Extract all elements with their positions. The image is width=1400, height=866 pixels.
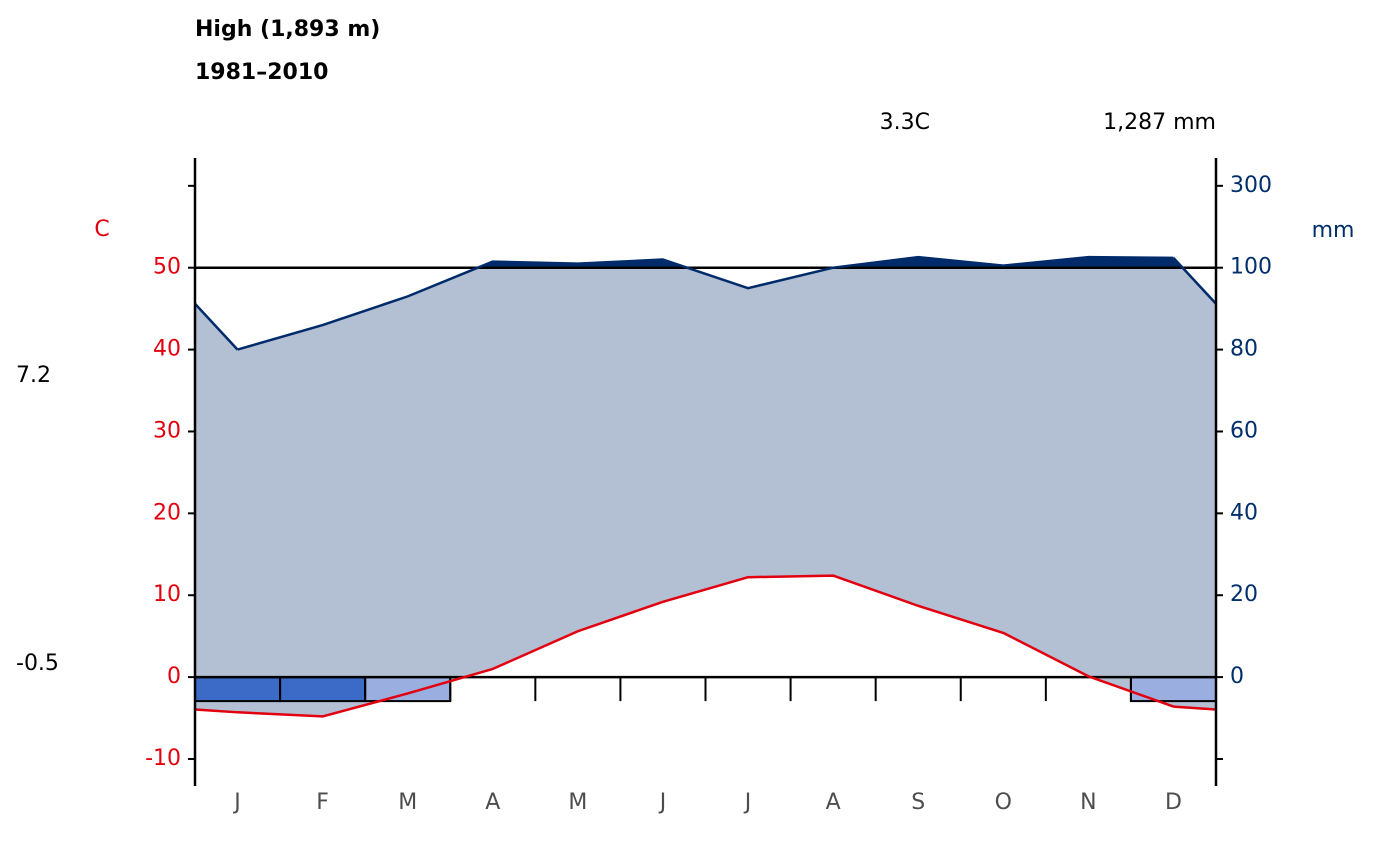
x-tick-label: M	[568, 790, 587, 815]
side-label: 7.2	[16, 363, 51, 388]
x-tick-label: O	[995, 790, 1012, 815]
x-tick-label: A	[485, 790, 500, 815]
x-tick-label: M	[398, 790, 417, 815]
x-tick-label: S	[911, 790, 925, 815]
y2-tick-label: 0	[1230, 664, 1244, 689]
total-precip: 1,287 mm	[1103, 110, 1216, 135]
y2-tick-label: 300	[1230, 173, 1272, 198]
line-edge	[194, 302, 239, 351]
side-label: -0.5	[16, 651, 59, 676]
y-tick-label: 30	[153, 418, 181, 443]
y2-tick-label: 40	[1230, 500, 1258, 525]
frost-box	[279, 676, 367, 703]
mean-temp: 3.3C	[880, 110, 930, 135]
wet-area	[477, 257, 1183, 268]
y2-tick-label: 80	[1230, 337, 1258, 362]
x-tick-label: J	[743, 790, 752, 815]
y-tick-label: 10	[153, 582, 181, 607]
chart-title: High (1,893 m)	[195, 17, 380, 42]
y-tick-label: 0	[167, 664, 181, 689]
data-line	[237, 574, 1174, 718]
y2-tick-label: 100	[1230, 255, 1272, 280]
x-tick-label: D	[1165, 790, 1182, 815]
y2-tick-label: 60	[1230, 418, 1258, 443]
y-tick-label: 40	[153, 337, 181, 362]
y-tick-label: 20	[153, 500, 181, 525]
x-tick-label: N	[1080, 790, 1096, 815]
y-tick-label: -10	[145, 746, 181, 771]
humid-area	[195, 267, 1216, 717]
y2-axis-label: mm	[1312, 218, 1355, 243]
y-tick-label: 50	[153, 255, 181, 280]
y2-tick-label: 20	[1230, 582, 1258, 607]
frost-box	[194, 676, 282, 703]
x-tick-label: J	[232, 790, 241, 815]
line-edge	[1172, 257, 1217, 305]
x-tick-label: A	[826, 790, 841, 815]
x-tick-label: J	[658, 790, 667, 815]
line-edge	[1173, 705, 1217, 711]
line-edge	[194, 708, 238, 714]
y-axis-label: C	[94, 217, 109, 242]
x-tick-label: F	[316, 790, 329, 815]
data-line	[237, 255, 1174, 351]
frost-box	[1129, 676, 1217, 703]
frost-box	[364, 676, 452, 703]
chart-subtitle: 1981–2010	[195, 60, 328, 85]
